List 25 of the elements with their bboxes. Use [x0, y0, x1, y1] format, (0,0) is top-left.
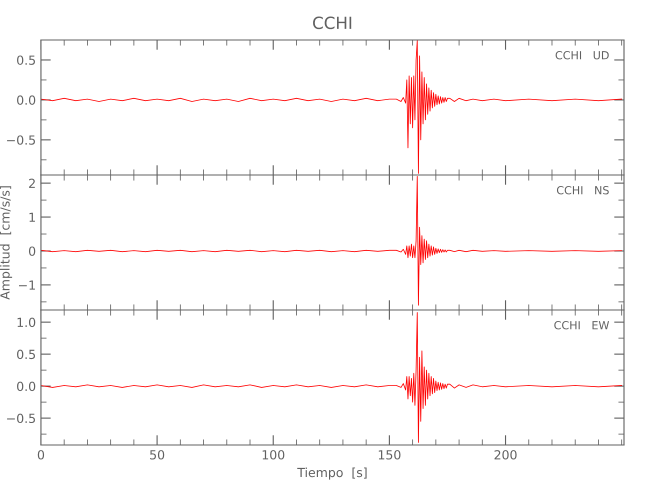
y-tick-label: 0.0: [17, 95, 36, 105]
x-axis-title: Tiempo [s]: [297, 468, 367, 480]
y-tick-label: −0.5: [7, 135, 35, 145]
y-tick-label: 1: [30, 212, 35, 222]
y-tick-label: 0: [28, 246, 36, 256]
y-tick-label: 2: [29, 178, 35, 188]
x-tick-label: 50: [150, 450, 164, 460]
x-tick-label: 200: [494, 450, 517, 460]
line-series: [40, 312, 622, 443]
x-tick-label: 100: [262, 450, 284, 460]
y-tick-label: 0.5: [17, 350, 35, 360]
y-tick-label: −1: [18, 280, 35, 290]
annotation: CCHI EW: [554, 321, 610, 330]
y-tick-label: −0.5: [7, 414, 35, 424]
annotation: CCHI NS: [556, 186, 609, 194]
y-tick-label: 0.5: [17, 55, 35, 65]
annotation: CCHI UD: [556, 51, 609, 60]
y-axis-title: Amplitud [cm/s/s]: [0, 186, 12, 300]
line-series: [40, 176, 622, 306]
x-tick-label: 0: [38, 450, 44, 460]
chart-title: CCHI: [313, 16, 352, 30]
x-tick-label: 150: [378, 450, 400, 460]
y-tick-label: 0.0: [17, 382, 36, 392]
line-series: [40, 40, 622, 174]
y-tick-label: 1.0: [18, 318, 36, 328]
